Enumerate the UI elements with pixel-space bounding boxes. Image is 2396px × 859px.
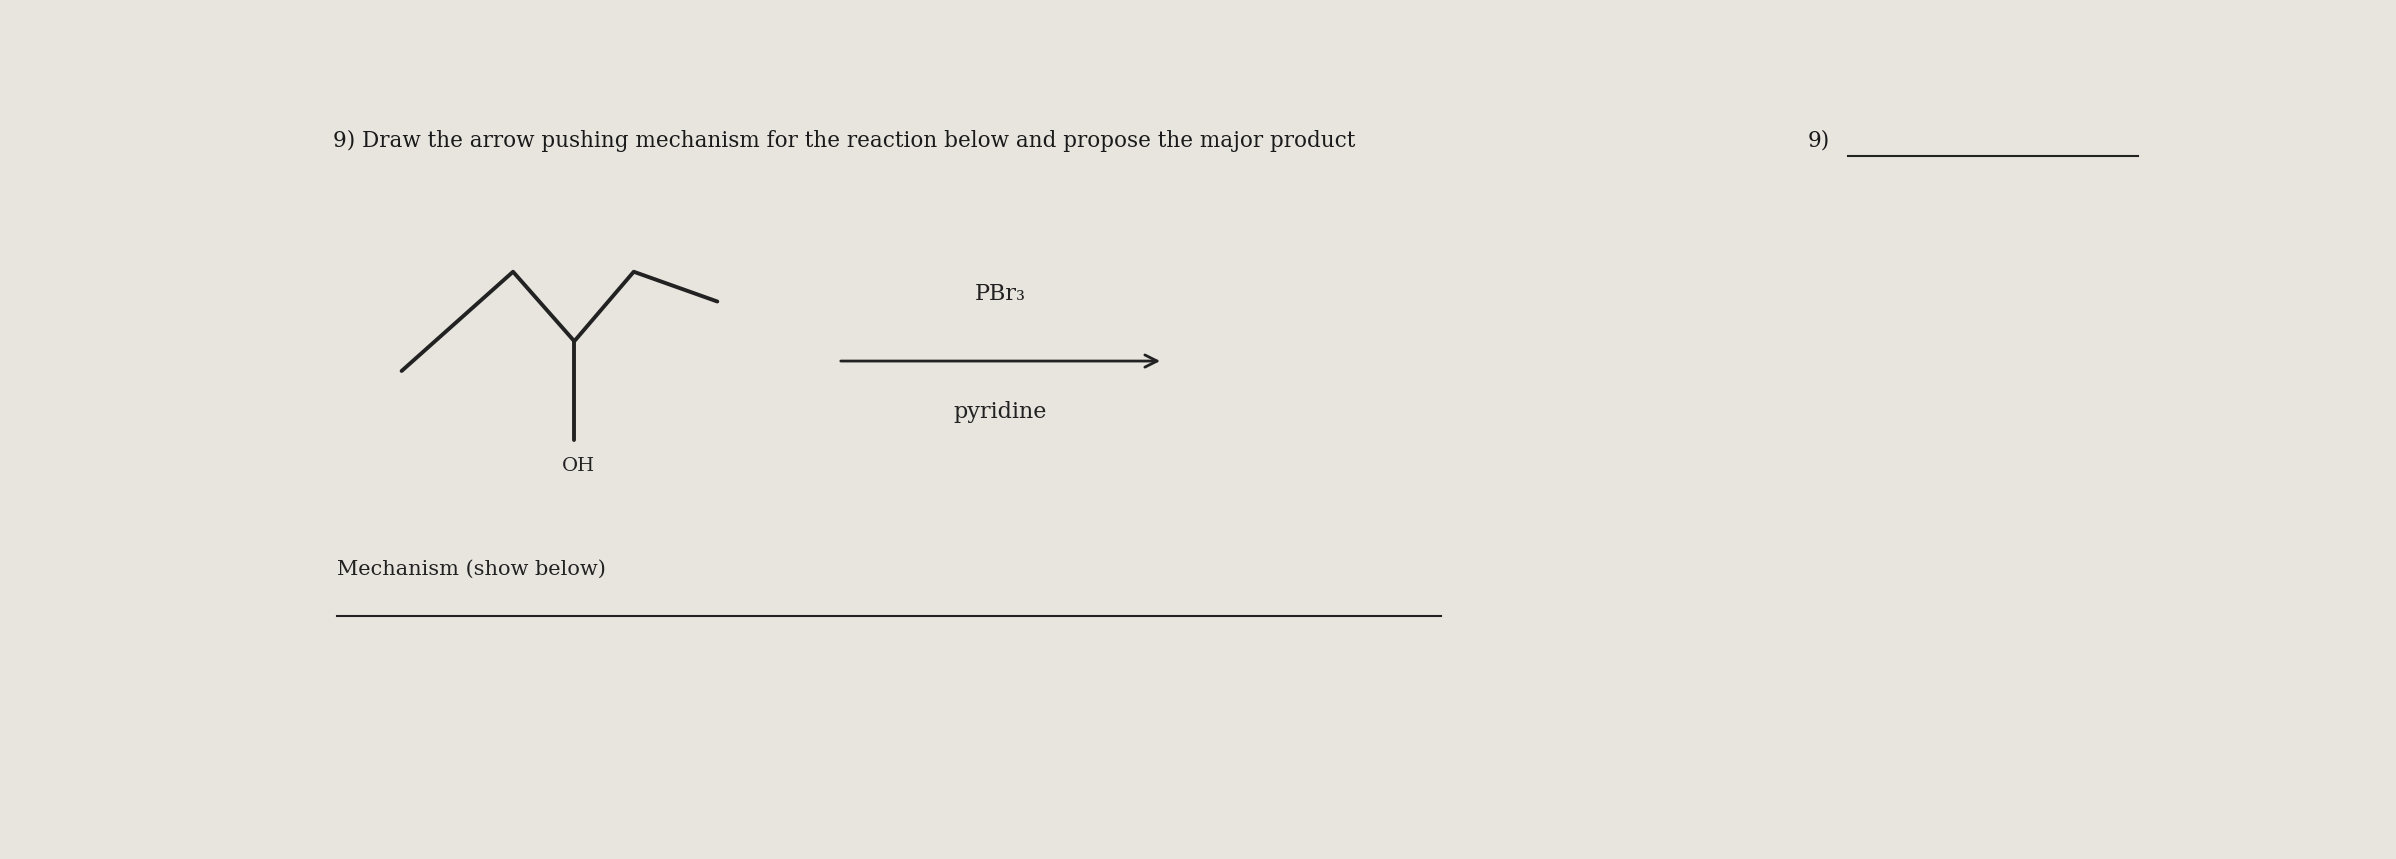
Text: Mechanism (show below): Mechanism (show below) [335, 559, 606, 578]
Text: pyridine: pyridine [954, 400, 1047, 423]
Text: OH: OH [561, 457, 594, 475]
Text: 9) Draw the arrow pushing mechanism for the reaction below and propose the major: 9) Draw the arrow pushing mechanism for … [333, 130, 1356, 152]
Text: PBr₃: PBr₃ [975, 283, 1025, 305]
Text: 9): 9) [1807, 130, 1831, 151]
